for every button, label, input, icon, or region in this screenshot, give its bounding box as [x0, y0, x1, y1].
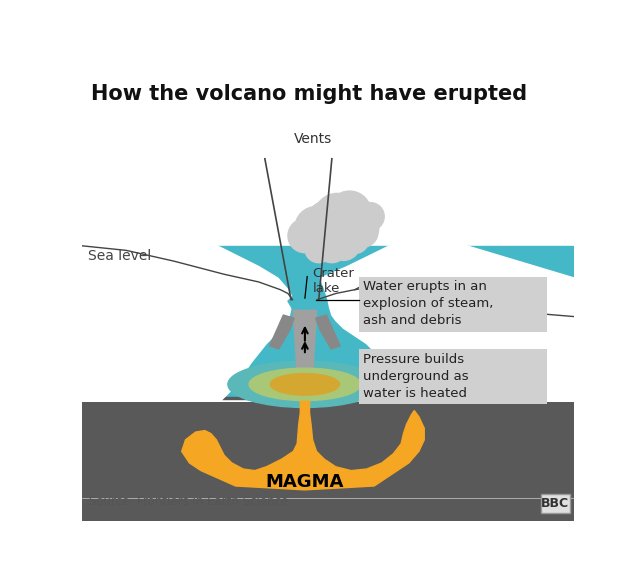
Circle shape	[328, 191, 371, 234]
Circle shape	[307, 201, 346, 240]
Polygon shape	[269, 315, 294, 349]
Ellipse shape	[291, 296, 319, 304]
Text: How the volcano might have erupted: How the volcano might have erupted	[91, 84, 527, 104]
Text: Sea level: Sea level	[88, 249, 151, 263]
Circle shape	[326, 226, 360, 260]
Polygon shape	[182, 401, 424, 490]
Text: Vents: Vents	[294, 132, 332, 146]
Circle shape	[305, 235, 333, 263]
Polygon shape	[82, 240, 575, 401]
Bar	[82, 246, 575, 401]
Text: MAGMA: MAGMA	[266, 473, 344, 491]
FancyBboxPatch shape	[359, 277, 547, 332]
Circle shape	[354, 216, 379, 240]
Ellipse shape	[249, 368, 361, 401]
Text: Pressure builds
underground as
water is heated: Pressure builds underground as water is …	[364, 353, 469, 400]
Circle shape	[316, 232, 348, 263]
Ellipse shape	[228, 362, 382, 408]
Bar	[82, 397, 575, 521]
Ellipse shape	[270, 374, 340, 395]
Text: BBC: BBC	[541, 497, 569, 510]
Polygon shape	[316, 315, 340, 349]
FancyBboxPatch shape	[541, 494, 570, 513]
Circle shape	[288, 219, 322, 253]
Circle shape	[348, 216, 378, 247]
Polygon shape	[292, 300, 317, 401]
Circle shape	[356, 202, 384, 230]
Text: Crater
lake: Crater lake	[312, 267, 355, 295]
Circle shape	[295, 207, 338, 250]
Text: Source: Frontiers in Earth Science: Source: Frontiers in Earth Science	[90, 494, 289, 508]
Polygon shape	[288, 297, 322, 309]
Circle shape	[314, 194, 360, 240]
Circle shape	[341, 226, 369, 253]
FancyBboxPatch shape	[359, 349, 547, 404]
Text: Water erupts in an
explosion of steam,
ash and debris: Water erupts in an explosion of steam, a…	[364, 280, 494, 328]
Circle shape	[340, 204, 374, 238]
